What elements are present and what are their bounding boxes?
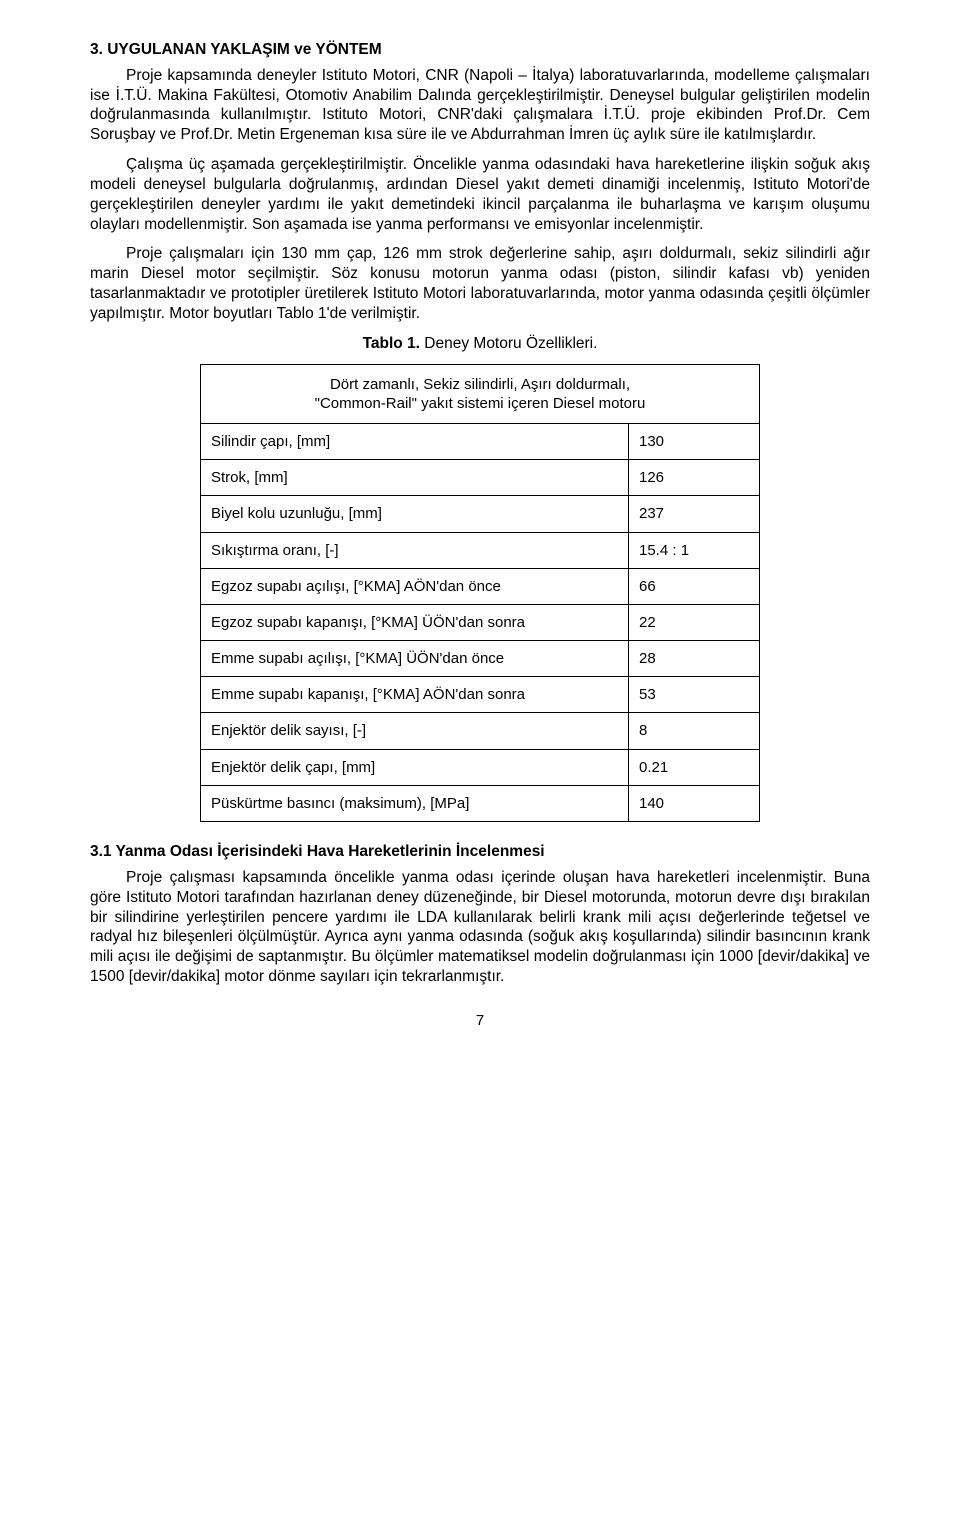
table-row: Enjektör delik sayısı, [-] 8 (201, 713, 760, 749)
spec-label: Silindir çapı, [mm] (201, 423, 629, 459)
spec-value: 53 (629, 677, 760, 713)
spec-label: Enjektör delik çapı, [mm] (201, 749, 629, 785)
table-row: Egzoz supabı kapanışı, [°KMA] ÜÖN'dan so… (201, 604, 760, 640)
page-number: 7 (90, 1011, 870, 1030)
spec-label: Strok, [mm] (201, 460, 629, 496)
paragraph: Proje kapsamında deneyler Istituto Motor… (90, 66, 870, 145)
table-row: Emme supabı kapanışı, [°KMA] AÖN'dan son… (201, 677, 760, 713)
table-row: Strok, [mm] 126 (201, 460, 760, 496)
spec-label: Püskürtme basıncı (maksimum), [MPa] (201, 785, 629, 821)
table-row: Biyel kolu uzunluğu, [mm] 237 (201, 496, 760, 532)
spec-value: 22 (629, 604, 760, 640)
spec-label: Emme supabı kapanışı, [°KMA] AÖN'dan son… (201, 677, 629, 713)
document-page: 3. UYGULANAN YAKLAŞIM ve YÖNTEM Proje ka… (0, 0, 960, 1060)
spec-value: 66 (629, 568, 760, 604)
table-row: Emme supabı açılışı, [°KMA] ÜÖN'dan önce… (201, 641, 760, 677)
paragraph: Çalışma üç aşamada gerçekleştirilmiştir.… (90, 155, 870, 234)
table-header-cell: Dört zamanlı, Sekiz silindirli, Aşırı do… (201, 364, 760, 423)
table-caption-title: Deney Motoru Özellikleri. (420, 335, 597, 352)
spec-value: 8 (629, 713, 760, 749)
section-heading: 3. UYGULANAN YAKLAŞIM ve YÖNTEM (90, 40, 870, 60)
spec-value: 140 (629, 785, 760, 821)
spec-label: Egzoz supabı açılışı, [°KMA] AÖN'dan önc… (201, 568, 629, 604)
paragraph: Proje çalışmaları için 130 mm çap, 126 m… (90, 244, 870, 323)
spec-value: 237 (629, 496, 760, 532)
spec-label: Egzoz supabı kapanışı, [°KMA] ÜÖN'dan so… (201, 604, 629, 640)
spec-value: 130 (629, 423, 760, 459)
table-header-line: Dört zamanlı, Sekiz silindirli, Aşırı do… (211, 375, 749, 394)
table-row: Enjektör delik çapı, [mm] 0.21 (201, 749, 760, 785)
spec-label: Biyel kolu uzunluğu, [mm] (201, 496, 629, 532)
spec-label: Sıkıştırma oranı, [-] (201, 532, 629, 568)
spec-value: 0.21 (629, 749, 760, 785)
table-row: Silindir çapı, [mm] 130 (201, 423, 760, 459)
table-row: Püskürtme basıncı (maksimum), [MPa] 140 (201, 785, 760, 821)
spec-value: 15.4 : 1 (629, 532, 760, 568)
sub-section-heading: 3.1 Yanma Odası İçerisindeki Hava Hareke… (90, 842, 870, 862)
table-row: Egzoz supabı açılışı, [°KMA] AÖN'dan önc… (201, 568, 760, 604)
spec-table: Dört zamanlı, Sekiz silindirli, Aşırı do… (200, 364, 760, 822)
spec-value: 28 (629, 641, 760, 677)
spec-value: 126 (629, 460, 760, 496)
table-row: Sıkıştırma oranı, [-] 15.4 : 1 (201, 532, 760, 568)
table-caption-number: Tablo 1. (363, 335, 420, 352)
table-header-line: "Common-Rail" yakıt sistemi içeren Diese… (211, 394, 749, 413)
paragraph: Proje çalışması kapsamında öncelikle yan… (90, 868, 870, 987)
table-header-row: Dört zamanlı, Sekiz silindirli, Aşırı do… (201, 364, 760, 423)
spec-label: Emme supabı açılışı, [°KMA] ÜÖN'dan önce (201, 641, 629, 677)
table-caption: Tablo 1. Deney Motoru Özellikleri. (90, 334, 870, 354)
spec-label: Enjektör delik sayısı, [-] (201, 713, 629, 749)
